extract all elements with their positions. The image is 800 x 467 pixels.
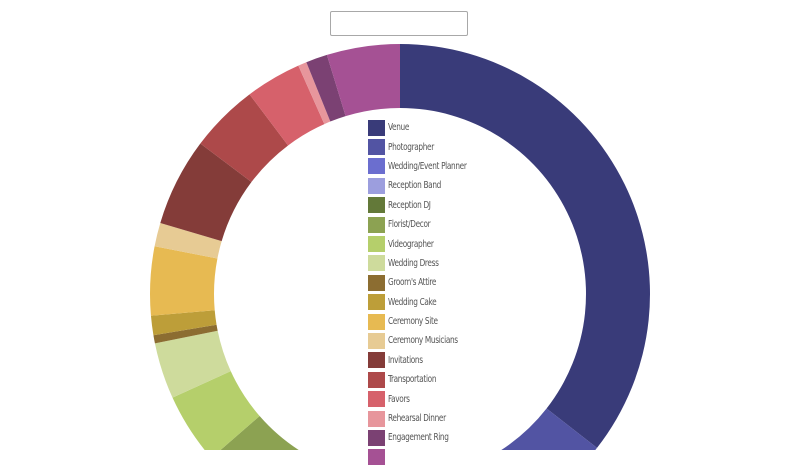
donut-segment[interactable] <box>154 222 222 259</box>
legend-swatch-icon <box>368 371 385 388</box>
legend-label: Venue <box>388 122 410 134</box>
legend-label: Wedding/Event Planner <box>388 160 467 172</box>
chart-legend: Venue Photographer Wedding/Event Planner Re… <box>368 118 479 467</box>
donut-segment[interactable] <box>153 324 218 344</box>
legend-label: Rehearsal Dinner <box>388 413 446 425</box>
donut-segment[interactable] <box>298 62 331 125</box>
legend-swatch-icon <box>368 216 385 233</box>
legend-swatch-icon <box>368 274 385 291</box>
donut-segment[interactable] <box>464 408 598 450</box>
legend-swatch-icon <box>368 449 385 466</box>
legend-swatch-icon <box>368 429 385 446</box>
donut-segment[interactable] <box>160 143 252 242</box>
legend-label: Florist/Decor <box>388 219 431 231</box>
legend-item[interactable]: Transportation <box>368 370 479 389</box>
donut-segment[interactable] <box>172 371 260 450</box>
legend-swatch-icon <box>368 294 385 311</box>
legend-swatch-icon <box>368 236 385 253</box>
legend-label: Videographer <box>388 238 434 250</box>
donut-segment[interactable] <box>154 330 231 398</box>
legend-item[interactable] <box>368 448 479 467</box>
donut-segment[interactable] <box>200 94 289 183</box>
legend-item[interactable]: Reception DJ <box>368 196 479 215</box>
legend-swatch-icon <box>368 139 385 156</box>
legend-item[interactable]: Groom's Attire <box>368 273 479 292</box>
legend-swatch-icon <box>368 158 385 175</box>
legend-label: Transportation <box>388 374 437 386</box>
donut-segment[interactable] <box>150 246 218 316</box>
legend-item[interactable]: Photographer <box>368 137 479 156</box>
legend-label: Favors <box>388 393 410 405</box>
legend-label: Engagement Ring <box>388 432 449 444</box>
legend-item[interactable]: Wedding Dress <box>368 254 479 273</box>
legend-item[interactable]: Venue <box>368 118 479 137</box>
chart-title-box <box>330 11 468 36</box>
legend-label: Ceremony Site <box>388 316 438 328</box>
donut-segment[interactable] <box>400 44 651 448</box>
legend-label: Reception DJ <box>388 199 431 211</box>
donut-chart <box>150 44 651 450</box>
legend-swatch-icon <box>368 410 385 427</box>
legend-item[interactable]: Favors <box>368 389 479 408</box>
legend-item[interactable]: Videographer <box>368 234 479 253</box>
legend-item[interactable]: Engagement Ring <box>368 428 479 447</box>
legend-item[interactable]: Wedding Cake <box>368 293 479 312</box>
legend-item[interactable]: Florist/Decor <box>368 215 479 234</box>
legend-label: Reception Band <box>388 180 441 192</box>
legend-label: Groom's Attire <box>388 277 437 289</box>
legend-item[interactable]: Reception Band <box>368 176 479 195</box>
legend-swatch-icon <box>368 177 385 194</box>
donut-segment[interactable] <box>306 54 346 122</box>
donut-segment[interactable] <box>326 44 400 117</box>
legend-item[interactable]: Ceremony Musicians <box>368 331 479 350</box>
legend-swatch-icon <box>368 119 385 136</box>
legend-swatch-icon <box>368 313 385 330</box>
legend-item[interactable]: Ceremony Site <box>368 312 479 331</box>
legend-label: Photographer <box>388 141 434 153</box>
donut-segment[interactable] <box>211 416 301 450</box>
legend-swatch-icon <box>368 332 385 349</box>
legend-item[interactable]: Rehearsal Dinner <box>368 409 479 428</box>
legend-swatch-icon <box>368 391 385 408</box>
legend-label: Ceremony Musicians <box>388 335 458 347</box>
legend-label: Wedding Dress <box>388 257 439 269</box>
legend-item[interactable]: Wedding/Event Planner <box>368 157 479 176</box>
legend-item[interactable]: Invitations <box>368 351 479 370</box>
legend-label: Invitations <box>388 354 423 366</box>
legend-label: Wedding Cake <box>388 296 437 308</box>
legend-swatch-icon <box>368 197 385 214</box>
legend-swatch-icon <box>368 255 385 272</box>
donut-segment[interactable] <box>249 65 325 146</box>
legend-swatch-icon <box>368 352 385 369</box>
donut-segment[interactable] <box>150 310 217 336</box>
